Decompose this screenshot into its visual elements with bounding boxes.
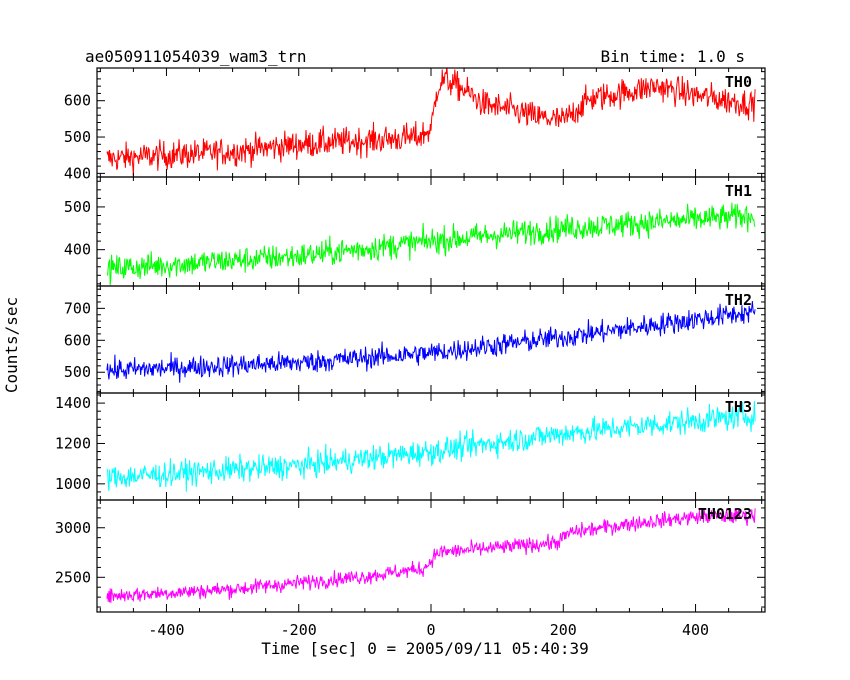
- panel-label-th1: TH1: [725, 182, 752, 200]
- y-tick-label: 700: [64, 299, 91, 317]
- panel-label-th0: TH0: [725, 73, 752, 91]
- y-tick-label: 3000: [55, 519, 91, 537]
- y-tick-label: 400: [64, 241, 91, 259]
- panel-frame: [96, 499, 766, 613]
- y-tick-label: 500: [64, 363, 91, 381]
- series-line-th0: [106, 68, 756, 176]
- panel-label-th2: TH2: [725, 291, 752, 309]
- y-tick-label: 1000: [55, 475, 91, 493]
- x-tick-label: 400: [682, 621, 709, 639]
- y-tick-label: 2500: [55, 568, 91, 586]
- y-tick-label: 400: [64, 164, 91, 182]
- x-tick-label: 200: [550, 621, 577, 639]
- series-line-th3: [106, 400, 756, 492]
- panel-th3: 1000 1200 1400 TH3: [55, 392, 766, 501]
- x-tick-label: -400: [148, 621, 184, 639]
- x-axis-label: Time [sec] 0 = 2005/09/11 05:40:39: [261, 639, 589, 658]
- panel-frame: [96, 285, 766, 394]
- x-tick-label: 0: [426, 621, 435, 639]
- panel-th0123: 2500 3000 TH0123: [55, 499, 766, 613]
- chart-title: ae050911054039_wam3_trn: [85, 47, 307, 66]
- y-tick-label: 600: [64, 331, 91, 349]
- y-tick-label: 1400: [55, 394, 91, 412]
- series-line-th1: [106, 202, 756, 286]
- panel-th1: 400 500 TH1: [64, 176, 766, 287]
- panel-frame: [96, 176, 766, 287]
- panel-label-th0123: TH0123: [698, 505, 752, 523]
- y-tick-label: 500: [64, 128, 91, 146]
- x-tick-label: -200: [281, 621, 317, 639]
- y-axis-label: Counts/sec: [2, 297, 21, 393]
- series-line-th2: [106, 301, 756, 383]
- y-tick-label: 1200: [55, 434, 91, 452]
- series-line-th0123: [106, 508, 756, 603]
- panel-label-th3: TH3: [725, 398, 752, 416]
- bin-time-label: Bin time: 1.0 s: [601, 47, 746, 66]
- y-tick-label: 500: [64, 198, 91, 216]
- panel-th2: 500 600 700 TH2: [64, 285, 766, 394]
- y-tick-label: 600: [64, 92, 91, 110]
- panel-th0: 400 500 600 TH0: [64, 67, 766, 182]
